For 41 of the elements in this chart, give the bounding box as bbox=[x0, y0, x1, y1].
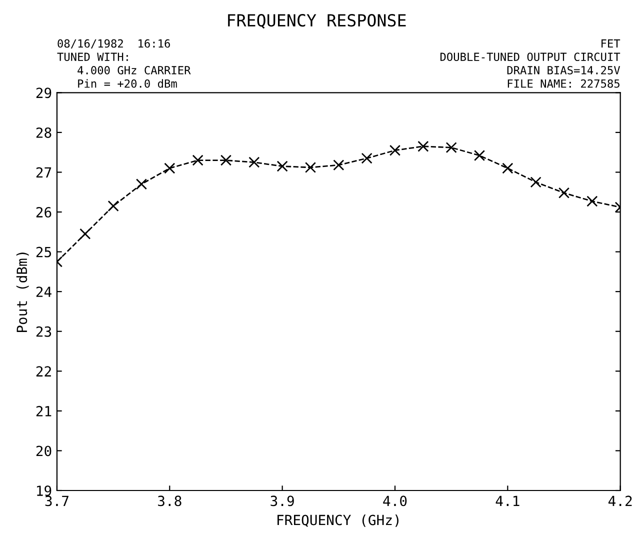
point bbox=[558, 187, 570, 198]
y-tick-label: 24 bbox=[36, 286, 52, 297]
x-tick-label: 4.1 bbox=[496, 496, 520, 506]
x-tick-label: 3.9 bbox=[270, 496, 294, 506]
point bbox=[446, 142, 457, 154]
point bbox=[586, 196, 598, 207]
point bbox=[248, 156, 260, 168]
point bbox=[530, 176, 542, 188]
point bbox=[502, 162, 514, 174]
x-axis-title: FREQUENCY (GHz) bbox=[278, 514, 398, 527]
point bbox=[276, 160, 288, 172]
x-tick-label: 4.0 bbox=[383, 496, 407, 506]
text: FET DOUBLE-TUNED OUTPUT CIRCUIT DRAIN BIAS=14.25V FILE NAME: 227585 bbox=[440, 39, 620, 88]
x-tick-label: 4.2 bbox=[608, 496, 632, 506]
y-tick-label: 29 bbox=[36, 88, 52, 98]
x-tick-label: 3.7 bbox=[45, 496, 68, 506]
point bbox=[389, 144, 401, 156]
y-axis-title: Pout (dBm) bbox=[16, 252, 29, 332]
text: 08/16/1982 16:16 TUNED WITH: 4.000 GHz CARRIER Pin = +20.0 dBm bbox=[57, 39, 191, 88]
point bbox=[220, 154, 232, 166]
y-tick-label: 27 bbox=[36, 167, 52, 178]
y-tick-label: 26 bbox=[36, 207, 52, 218]
point bbox=[108, 200, 119, 212]
y-tick-label: 22 bbox=[36, 366, 51, 376]
y-tick-label: 19 bbox=[37, 486, 52, 496]
y-tick-label: 28 bbox=[36, 127, 52, 138]
point bbox=[361, 152, 372, 164]
y-tick-label: 23 bbox=[36, 326, 52, 337]
point bbox=[418, 140, 429, 152]
y-tick-label: 21 bbox=[36, 406, 52, 416]
point bbox=[304, 162, 316, 173]
point bbox=[474, 150, 486, 162]
y-tick-label: 20 bbox=[36, 446, 52, 456]
point bbox=[192, 154, 204, 166]
point bbox=[136, 178, 148, 190]
point bbox=[333, 160, 344, 171]
chart-title: FREQUENCY RESPONSE bbox=[228, 14, 406, 29]
point bbox=[80, 228, 91, 240]
x-tick-label: 3.8 bbox=[158, 496, 182, 506]
point bbox=[164, 162, 176, 174]
y-tick-label: 25 bbox=[36, 246, 51, 258]
